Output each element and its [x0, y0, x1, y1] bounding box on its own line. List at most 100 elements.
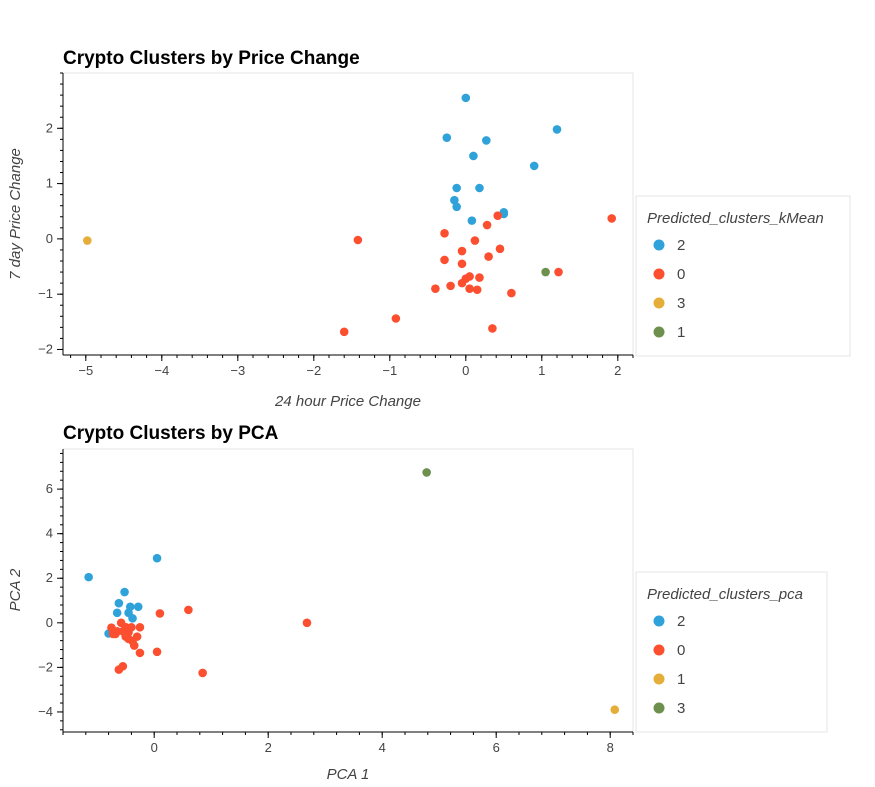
y-axis-label: PCA 2	[7, 568, 24, 611]
legend-marker	[653, 239, 665, 251]
data-point	[541, 267, 550, 277]
data-point	[552, 125, 562, 134]
legend-label: 2	[677, 237, 685, 254]
data-point	[469, 151, 478, 161]
y-tick-label: 0	[46, 615, 53, 630]
data-point	[554, 267, 563, 277]
legend: Predicted_clusters_kMean 2 0 3 1	[635, 195, 851, 357]
y-tick-label: −2	[38, 341, 53, 356]
y-tick-label: 1	[46, 176, 53, 191]
y-tick-label: 2	[46, 570, 53, 585]
chart-price-change: Crypto Clusters by Price Change −5 −4 −3 −2…	[7, 48, 851, 410]
y-axis: −2 −1 0 1 2	[38, 72, 64, 356]
x-tick-label: −5	[78, 363, 93, 378]
plot-frame	[62, 448, 634, 733]
data-point	[353, 235, 363, 245]
data-point	[495, 244, 505, 254]
legend-label: 1	[677, 671, 685, 688]
x-tick-label: 2	[614, 363, 621, 378]
y-axis-label: 7 day Price Change	[7, 148, 24, 280]
legend-label: 1	[677, 324, 685, 341]
data-point	[339, 327, 349, 337]
legend-marker	[653, 644, 665, 656]
legend-title: Predicted_clusters_kMean	[647, 210, 824, 227]
data-point	[475, 183, 484, 193]
data-point	[83, 236, 92, 245]
data-point	[482, 136, 491, 145]
legend-label: 0	[677, 642, 685, 659]
data-point	[446, 281, 455, 291]
data-point	[198, 668, 207, 678]
data-point	[152, 647, 162, 657]
x-tick-label: 1	[538, 363, 545, 378]
data-point	[128, 614, 137, 623]
data-point	[442, 133, 452, 142]
data-point	[133, 602, 143, 612]
y-tick-label: −2	[38, 659, 53, 674]
legend-marker	[653, 673, 665, 685]
data-point	[422, 468, 431, 477]
x-tick-label: −4	[154, 363, 169, 378]
y-tick-label: 4	[46, 526, 53, 541]
legend-marker	[653, 615, 665, 627]
x-axis: −5 −4 −3 −2 −1 0 1 2	[63, 354, 634, 378]
data-point	[129, 641, 139, 650]
data-point	[431, 284, 440, 293]
data-point	[111, 629, 120, 639]
data-point	[114, 665, 124, 674]
x-tick-label: 0	[151, 740, 158, 755]
legend-label: 0	[677, 266, 685, 283]
legend-box	[635, 195, 851, 357]
data-point	[610, 705, 620, 715]
data-point	[135, 648, 145, 658]
data-point	[484, 252, 493, 261]
legend-marker	[653, 702, 665, 714]
data-point	[391, 314, 401, 323]
y-tick-label: −1	[38, 286, 53, 301]
x-tick-label: −3	[230, 363, 245, 378]
legend-marker	[653, 268, 665, 280]
x-axis-label: PCA 1	[327, 766, 370, 783]
legend-label: 3	[677, 295, 685, 312]
legend-marker	[653, 297, 665, 309]
legend-box	[635, 571, 828, 733]
data-point	[467, 216, 477, 225]
data-point	[607, 214, 617, 223]
data-point	[440, 255, 449, 265]
x-tick-label: 8	[607, 740, 614, 755]
data-point	[465, 284, 474, 293]
data-point	[452, 202, 461, 212]
y-tick-label: −4	[38, 704, 53, 719]
plot-frame	[62, 72, 634, 356]
data-point	[152, 553, 162, 563]
data-point	[457, 259, 467, 269]
data-point	[135, 622, 145, 632]
data-point	[470, 236, 480, 245]
y-tick-label: 6	[46, 481, 53, 496]
x-tick-label: 0	[462, 363, 469, 378]
y-tick-label: 0	[46, 231, 53, 246]
data-point	[302, 618, 312, 628]
legend-title: Predicted_clusters_pca	[647, 586, 803, 603]
data-point	[475, 273, 484, 282]
x-tick-label: −2	[306, 363, 321, 378]
data-point	[450, 195, 459, 205]
data-point	[452, 183, 461, 193]
data-point	[440, 229, 449, 238]
data-point	[184, 605, 193, 615]
chart-title: Crypto Clusters by Price Change	[63, 48, 360, 69]
legend-label: 2	[677, 613, 685, 630]
legend-marker	[653, 326, 665, 338]
x-tick-label: −1	[382, 363, 397, 378]
x-tick-label: 4	[379, 740, 386, 755]
data-point	[457, 246, 467, 256]
x-tick-label: 2	[265, 740, 272, 755]
points-layer	[83, 93, 617, 337]
data-point	[493, 211, 503, 220]
data-point	[482, 220, 492, 230]
data-point	[507, 288, 516, 298]
data-point	[120, 587, 129, 597]
data-point	[112, 608, 122, 618]
